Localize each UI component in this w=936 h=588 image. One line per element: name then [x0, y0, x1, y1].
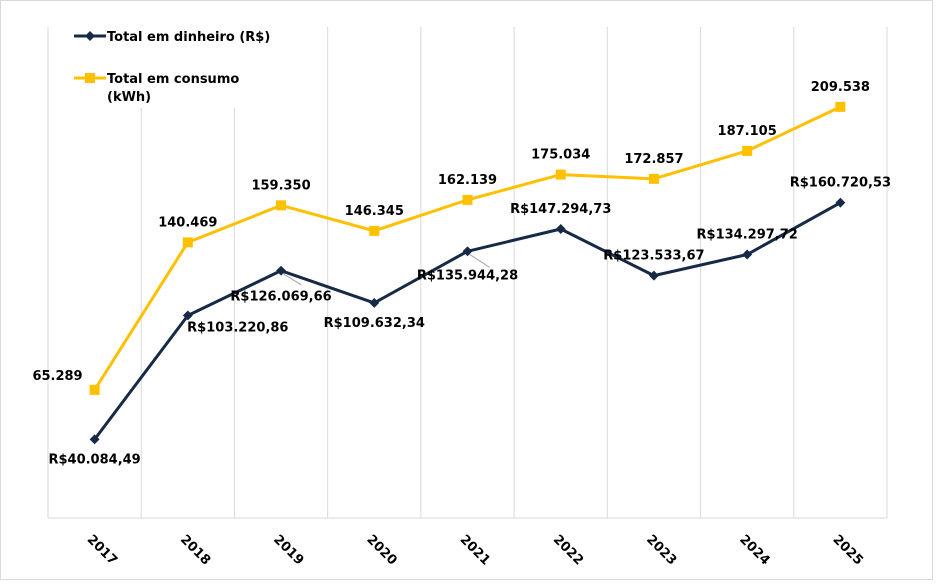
data-label-dinheiro: R$134.297,72 [697, 228, 798, 243]
data-point-square[interactable] [648, 173, 659, 184]
legend-label-dinheiro: Total em dinheiro (R$) [107, 30, 270, 45]
data-label-dinheiro: R$147.294,73 [510, 202, 611, 217]
data-point-square[interactable] [835, 101, 846, 112]
legend-item-consumo[interactable]: Total em consumo (kWh) [74, 72, 239, 105]
gridlines [47, 27, 888, 518]
data-point-diamond[interactable] [648, 270, 659, 281]
data-point-diamond[interactable] [742, 249, 753, 260]
x-tick-label: 2021 [457, 532, 493, 568]
x-tick-label: 2019 [270, 532, 306, 568]
series-lines [89, 101, 846, 445]
data-label-consumo: 140.469 [158, 215, 217, 230]
data-point-diamond[interactable] [555, 224, 566, 234]
legend-item-dinheiro[interactable]: Total em dinheiro (R$) [74, 30, 270, 45]
data-label-dinheiro: R$123.533,67 [603, 249, 704, 264]
square-marker-icon [85, 73, 95, 83]
data-point-diamond[interactable] [835, 197, 846, 208]
legend-label-consumo: Total em consumo [107, 72, 239, 87]
data-point-diamond[interactable] [369, 297, 380, 308]
diamond-marker-icon [85, 31, 95, 41]
data-label-dinheiro: R$160.720,53 [790, 176, 891, 191]
data-label-dinheiro: R$103.220,86 [187, 320, 288, 335]
legend-label-consumo-unit: (kWh) [107, 90, 151, 105]
data-point-square[interactable] [555, 169, 566, 180]
data-labels: R$40.084,49 R$103.220,86 R$126.069,66 R$109… [32, 80, 891, 467]
label-leader-line [282, 273, 302, 286]
data-point-diamond[interactable] [462, 246, 473, 257]
data-label-consumo: 175.034 [531, 148, 590, 163]
x-tick-labels: 2017 2018 2019 2020 2021 2022 2023 2024 2025 [84, 532, 866, 568]
data-label-consumo: 159.350 [251, 178, 310, 193]
legend: Total em dinheiro (R$) Total em consumo … [60, 24, 270, 108]
data-label-dinheiro: R$135.944,28 [417, 268, 518, 283]
data-point-diamond[interactable] [182, 310, 193, 321]
data-point-square[interactable] [276, 200, 287, 211]
x-tick-label: 2022 [550, 532, 586, 568]
data-point-square[interactable] [369, 225, 380, 236]
x-tick-label: 2017 [84, 532, 120, 568]
x-tick-label: 2023 [643, 532, 679, 568]
data-point-square[interactable] [742, 145, 753, 156]
data-label-dinheiro: R$126.069,66 [230, 290, 331, 305]
x-tick-label: 2020 [363, 532, 399, 568]
data-point-diamond[interactable] [276, 265, 287, 276]
data-label-consumo: 172.857 [624, 152, 683, 167]
data-label-consumo: 209.538 [811, 80, 870, 95]
label-leader-line [469, 253, 490, 268]
data-label-consumo: 187.105 [718, 124, 777, 139]
x-tick-label: 2024 [736, 532, 772, 568]
data-point-square[interactable] [462, 194, 473, 205]
data-label-consumo: 65.289 [32, 369, 82, 384]
data-label-consumo: 162.139 [438, 173, 497, 188]
x-tick-label: 2025 [830, 532, 866, 568]
data-label-dinheiro: R$109.632,34 [324, 316, 425, 331]
data-label-dinheiro: R$40.084,49 [48, 452, 140, 467]
x-tick-label: 2018 [177, 532, 213, 568]
data-point-square[interactable] [182, 237, 193, 248]
data-label-consumo: 146.345 [345, 204, 404, 219]
data-point-square[interactable] [89, 384, 100, 395]
